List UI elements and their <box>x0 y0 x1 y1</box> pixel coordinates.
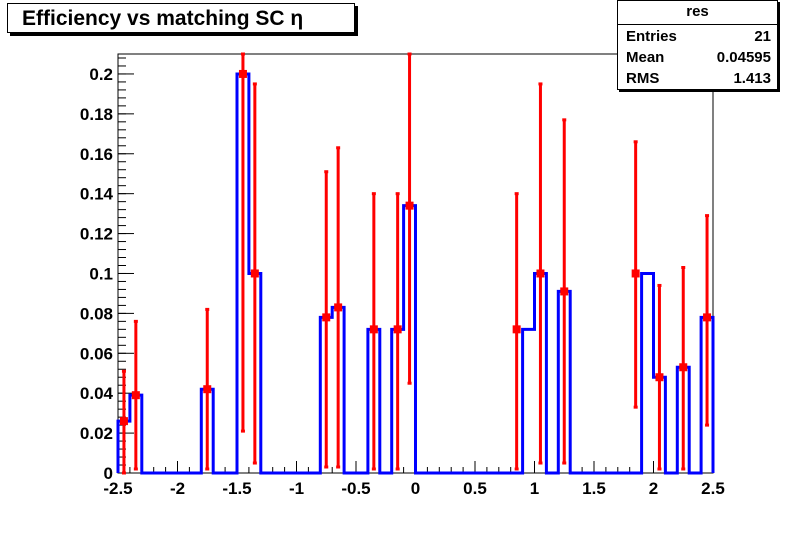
y-tick-label: 0.2 <box>89 65 113 84</box>
x-tick-label: 1 <box>530 479 539 498</box>
y-tick-label: 0.1 <box>89 264 113 283</box>
data-point-marker <box>536 269 545 278</box>
error-point <box>655 283 664 471</box>
x-tick-label: -1.5 <box>222 479 251 498</box>
chart-title: Efficiency vs matching SC η <box>22 7 304 30</box>
error-point <box>703 214 712 427</box>
error-point <box>322 170 331 469</box>
x-tick-label: -0.5 <box>341 479 370 498</box>
data-point-marker <box>405 201 414 210</box>
x-tick-label: -2.5 <box>103 479 132 498</box>
error-point <box>203 307 212 471</box>
data-point-marker <box>119 417 128 426</box>
data-point-marker <box>560 287 569 296</box>
axes: -2.5 -2 -1.5 -1 -0.5 0 0.5 1 1.5 2 2.5 0 0.02 0.04 0.0… <box>80 57 725 498</box>
error-point <box>334 146 343 469</box>
y-tick-label: 0.06 <box>80 344 113 363</box>
y-tick-label: 0.14 <box>80 185 114 204</box>
error-bars <box>119 52 712 475</box>
x-tick-label: -1 <box>289 479 304 498</box>
data-point-marker <box>655 373 664 382</box>
error-point <box>560 118 569 465</box>
data-point-marker <box>322 313 331 322</box>
error-point <box>238 52 247 433</box>
error-point <box>512 192 521 471</box>
data-point-marker <box>631 269 640 278</box>
error-point <box>119 369 128 475</box>
error-point <box>131 319 140 471</box>
y-tick-label: 0.04 <box>80 384 114 403</box>
stats-label: Entries <box>626 28 677 45</box>
data-point-marker <box>369 325 378 334</box>
data-point-marker <box>131 391 140 400</box>
error-point <box>250 82 259 465</box>
x-tick-label: 2 <box>649 479 658 498</box>
y-tick-label: 0 <box>104 464 113 483</box>
error-point <box>393 192 402 471</box>
y-tick-label: 0.08 <box>80 304 113 323</box>
data-point-marker <box>679 363 688 372</box>
error-point <box>369 192 378 471</box>
data-point-marker <box>512 325 521 334</box>
y-tick-label: 0.16 <box>80 145 113 164</box>
stats-row-entries: Entries 21 <box>626 28 771 48</box>
data-point-marker <box>203 385 212 394</box>
x-tick-label: 0.5 <box>463 479 487 498</box>
stats-value: 0.04595 <box>716 49 771 66</box>
y-tick-label: 0.18 <box>80 105 113 124</box>
error-point <box>631 140 640 409</box>
x-tick-label: 2.5 <box>701 479 725 498</box>
y-tick-label: 0.02 <box>80 424 113 443</box>
stats-label: RMS <box>626 70 660 87</box>
stats-value: 1.413 <box>733 70 771 87</box>
title-box: Efficiency vs matching SC η <box>7 3 355 33</box>
histogram-outline <box>116 72 715 475</box>
x-tick-label: 0 <box>411 479 420 498</box>
y-tick-label: 0.12 <box>80 225 113 244</box>
stats-row-mean: Mean 0.04595 <box>626 49 771 69</box>
data-point-marker <box>334 303 343 312</box>
data-point-marker <box>238 69 247 78</box>
data-point-marker <box>250 269 259 278</box>
stats-box: res Entries 21 Mean 0.04595 RMS 1.413 <box>617 0 778 90</box>
data-point-marker <box>393 325 402 334</box>
stats-row-rms: RMS 1.413 <box>626 70 771 90</box>
data-point-marker <box>703 313 712 322</box>
error-point <box>405 52 414 385</box>
stats-label: Mean <box>626 49 665 66</box>
stats-name: res <box>686 3 709 20</box>
error-point <box>536 82 545 465</box>
error-point <box>679 265 688 471</box>
x-tick-label: -2 <box>170 479 185 498</box>
stats-value: 21 <box>754 28 771 45</box>
x-tick-label: 1.5 <box>582 479 606 498</box>
